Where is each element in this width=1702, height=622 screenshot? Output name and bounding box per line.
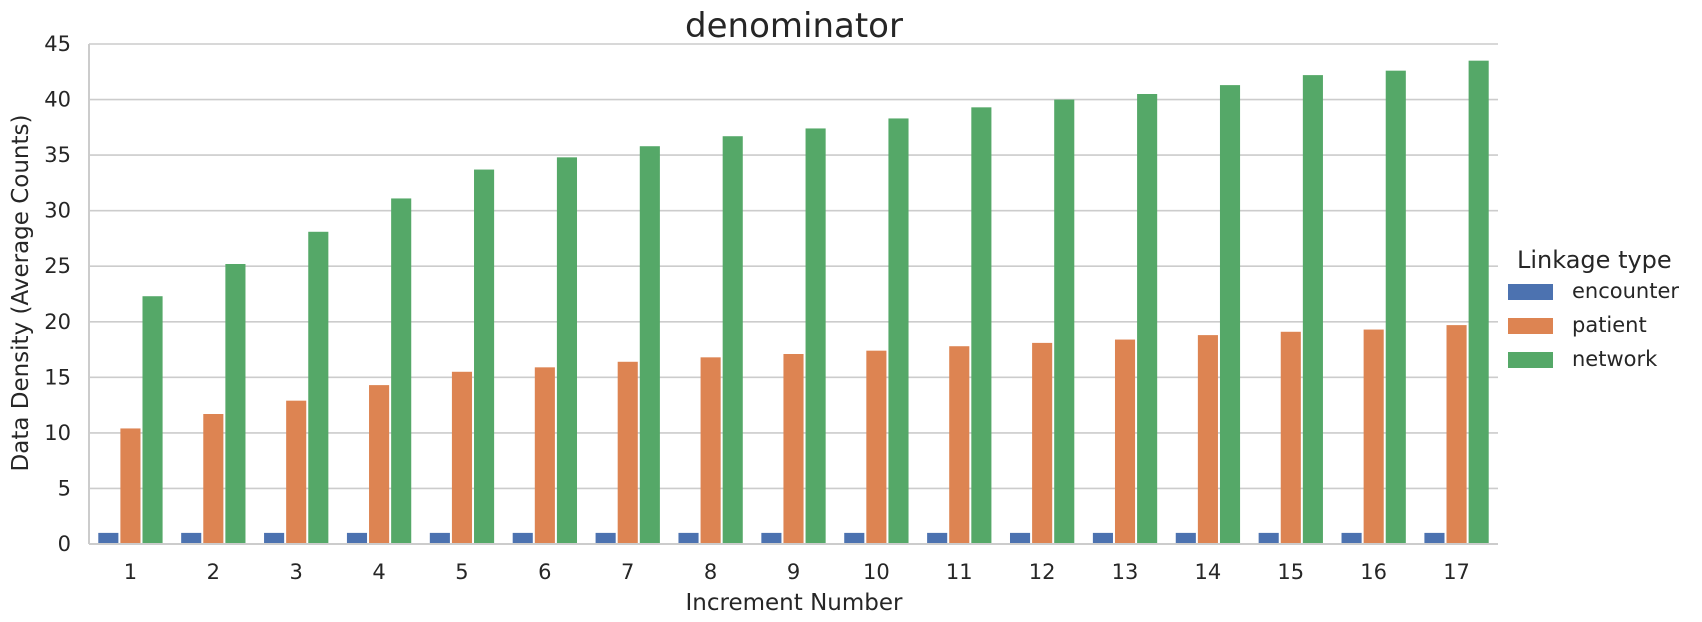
x-tick-labels: 1 2 3 4 5 6 7 8 9 10 11 12 13 14 15 16 17 <box>124 560 1470 584</box>
legend-title: Linkage type <box>1517 246 1672 274</box>
bar-encounter <box>1424 532 1445 544</box>
y-tick-label: 30 <box>44 199 71 223</box>
x-tick-label: 8 <box>704 560 717 584</box>
bar-network <box>1054 99 1075 545</box>
legend-swatch-network <box>1508 352 1553 368</box>
bar-encounter <box>429 532 450 544</box>
bar-network <box>1468 60 1489 545</box>
bar-encounter <box>927 532 948 544</box>
y-tick-label: 10 <box>44 421 71 445</box>
legend-label-network: network <box>1572 347 1658 371</box>
chart-title: denominator <box>685 6 903 46</box>
bar-encounter <box>761 532 782 544</box>
legend-label-encounter: encounter <box>1572 279 1679 303</box>
bar-network <box>888 118 909 544</box>
bar-encounter <box>1258 532 1279 544</box>
bar-network <box>1137 94 1158 544</box>
bar-encounter <box>346 532 368 544</box>
x-tick-label: 11 <box>946 560 973 584</box>
x-tick-label: 3 <box>290 560 303 584</box>
x-tick-label: 16 <box>1360 560 1387 584</box>
bar-network <box>391 198 412 544</box>
bar-network <box>308 231 329 544</box>
bar-patient <box>700 357 721 544</box>
y-tick-label: 35 <box>44 143 71 167</box>
x-tick-label: 10 <box>863 560 890 584</box>
bar-patient <box>1197 335 1218 544</box>
bar-network <box>225 264 246 544</box>
bar-network <box>971 107 992 544</box>
y-tick-label: 45 <box>44 32 71 56</box>
bar-patient <box>617 361 638 544</box>
bar-network <box>556 157 578 545</box>
x-tick-label: 13 <box>1112 560 1139 584</box>
y-axis-label: Data Density (Average Counts) <box>8 115 34 472</box>
x-tick-label: 1 <box>124 560 137 584</box>
bar-network <box>805 128 826 544</box>
bar-patient <box>866 350 887 544</box>
bar-encounter <box>1175 532 1196 544</box>
x-tick-label: 7 <box>621 560 634 584</box>
x-tick-label: 6 <box>538 560 551 584</box>
bar-network <box>142 296 163 544</box>
legend-swatch-encounter <box>1508 284 1553 300</box>
y-tick-label: 40 <box>44 88 71 112</box>
x-tick-label: 5 <box>455 560 468 584</box>
bar-patient <box>1032 342 1053 544</box>
bar-patient <box>949 346 970 544</box>
bar-encounter <box>98 532 119 544</box>
bar-network <box>1385 70 1406 545</box>
bar-patient <box>783 354 804 544</box>
y-tick-label: 0 <box>58 532 71 556</box>
legend-swatch-patient <box>1508 318 1553 334</box>
bar-patient <box>534 367 555 544</box>
bar-patient <box>1114 339 1136 544</box>
x-tick-label: 9 <box>787 560 800 584</box>
bar-encounter <box>1092 532 1113 544</box>
bar-network <box>639 146 660 544</box>
x-tick-label: 4 <box>372 560 385 584</box>
x-tick-label: 17 <box>1443 560 1470 584</box>
bar-encounter <box>1341 532 1362 544</box>
legend: Linkage type encounter patient network <box>1508 246 1679 371</box>
x-tick-label: 2 <box>207 560 220 584</box>
bar-network <box>1219 85 1241 544</box>
bar-network <box>1302 75 1323 544</box>
bar-encounter <box>181 532 202 544</box>
x-tick-label: 12 <box>1029 560 1056 584</box>
y-tick-label: 15 <box>44 365 71 389</box>
bar-patient <box>286 400 307 544</box>
legend-label-patient: patient <box>1572 313 1647 337</box>
legend-items: encounter patient network <box>1508 279 1679 371</box>
bar-network <box>722 136 743 544</box>
bar-patient <box>1446 325 1467 544</box>
bar-patient <box>120 428 141 544</box>
y-tick-labels: 0 5 10 15 20 25 30 35 40 45 <box>44 32 71 556</box>
bars <box>98 60 1489 545</box>
bar-encounter <box>844 532 865 544</box>
bar-encounter <box>512 532 533 544</box>
x-tick-label: 15 <box>1277 560 1304 584</box>
y-tick-label: 25 <box>44 254 71 278</box>
x-tick-label: 14 <box>1195 560 1222 584</box>
bar-patient <box>451 371 473 544</box>
y-tick-label: 20 <box>44 310 71 334</box>
bar-encounter <box>595 532 616 544</box>
bar-patient <box>203 414 224 544</box>
y-tick-label: 5 <box>58 476 71 500</box>
bar-patient <box>369 385 390 544</box>
bar-network <box>474 169 495 545</box>
bar-encounter <box>264 532 285 544</box>
bar-patient <box>1363 329 1384 544</box>
bar-encounter <box>678 532 699 544</box>
x-axis-label: Increment Number <box>686 590 904 616</box>
bar-patient <box>1280 331 1301 544</box>
bar-encounter <box>1009 532 1031 544</box>
